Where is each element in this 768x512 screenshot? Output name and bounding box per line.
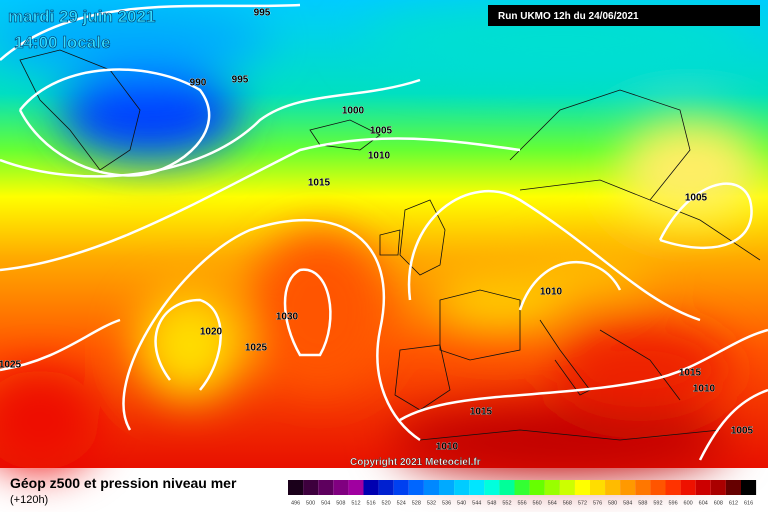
- colorbar-swatch: [514, 480, 530, 495]
- coastlines: [19, 49, 761, 441]
- colorbar-swatch: [363, 480, 379, 495]
- colorbar-label: 500: [306, 500, 315, 506]
- colorbar-label: 592: [653, 500, 662, 506]
- colorbar-swatch: [650, 480, 666, 495]
- colorbar-swatch: [303, 480, 319, 495]
- colorbar-swatch: [484, 480, 500, 495]
- colorbar-label: 520: [382, 500, 391, 506]
- colorbar-swatch: [741, 480, 757, 495]
- colorbar-label: 560: [533, 500, 542, 506]
- colorbar-swatch: [499, 480, 515, 495]
- footer-title: Géop z500 et pression niveau mer: [10, 475, 237, 491]
- isobar-label: 1025: [245, 343, 268, 354]
- colorbar-swatch: [378, 480, 394, 495]
- colorbar-label: 540: [457, 500, 466, 506]
- field: [0, 0, 768, 475]
- isobar-label: 990: [190, 78, 207, 89]
- isobar-label: 1005: [731, 426, 754, 437]
- colorbar-swatch: [544, 480, 560, 495]
- colorbar-label: 508: [336, 500, 345, 506]
- isobar-label: 995: [232, 75, 249, 86]
- colorbar-label: 616: [744, 500, 753, 506]
- colorbar-label: 568: [563, 500, 572, 506]
- colorbar-swatch: [559, 480, 575, 495]
- colorbar-swatch: [348, 480, 364, 495]
- colorbar-label: 532: [427, 500, 436, 506]
- run-box: [488, 5, 760, 26]
- colorbar-label: 588: [638, 500, 647, 506]
- colorbar-label: 580: [608, 500, 617, 506]
- colorbar-swatch: [439, 480, 455, 495]
- colorbar-swatch: [574, 480, 590, 495]
- isobar-label: 1030: [276, 312, 299, 323]
- colorbar-label: 596: [668, 500, 677, 506]
- colorbar-label: 604: [699, 500, 708, 506]
- colorbar-swatch: [454, 480, 470, 495]
- isobar-label: 1010: [436, 442, 459, 453]
- colorbar-swatch: [665, 480, 681, 495]
- copyright: Copyright 2021 Meteociel.fr: [350, 457, 481, 468]
- colorbar-swatch: [393, 480, 409, 495]
- isobar-label: 1020: [200, 327, 223, 338]
- colorbar-swatch: [590, 480, 606, 495]
- time: 14:00 locale: [14, 33, 110, 52]
- isobar-label: 1015: [308, 178, 331, 189]
- colorbar-swatch: [710, 480, 726, 495]
- colorbar-swatch: [529, 480, 545, 495]
- colorbar-label: 576: [593, 500, 602, 506]
- isobar-label: 1015: [679, 368, 702, 379]
- isobar-label: 1005: [370, 126, 393, 137]
- colorbar-label: 608: [714, 500, 723, 506]
- colorbar-label: 552: [502, 500, 511, 506]
- colorbar-label: 564: [548, 500, 557, 506]
- isobar-label: 1000: [342, 106, 365, 117]
- colorbar-swatch: [635, 480, 651, 495]
- colorbar-swatch: [288, 480, 304, 495]
- isobar-label: 1005: [685, 193, 708, 204]
- colorbar-swatch: [680, 480, 696, 495]
- isobar-label: 1025: [0, 360, 22, 371]
- isobar-label: 1010: [368, 151, 391, 162]
- run-info: Run UKMO 12h du 24/06/2021: [498, 11, 639, 22]
- isobars: [0, 3, 768, 461]
- colorbar-swatch: [725, 480, 741, 495]
- colorbar-label: 612: [729, 500, 738, 506]
- isobar-label: 1010: [693, 384, 716, 395]
- colorbar-label: 584: [623, 500, 632, 506]
- footer-lead: (+120h): [10, 494, 48, 506]
- colorbar-swatch: [333, 480, 349, 495]
- colorbar-label: 600: [684, 500, 693, 506]
- colorbar-label: 528: [412, 500, 421, 506]
- isobar-label: 1010: [540, 287, 563, 298]
- colorbar-swatch: [620, 480, 636, 495]
- colorbar-label: 524: [397, 500, 406, 506]
- colorbar-label: 548: [487, 500, 496, 506]
- colorbar-label: 496: [291, 500, 300, 506]
- colorbar-label: 556: [517, 500, 526, 506]
- colorbar-swatch: [318, 480, 334, 495]
- colorbar-swatch: [423, 480, 439, 495]
- isobar-label: 995: [254, 8, 271, 19]
- isobar-label: 1015: [470, 407, 493, 418]
- colorbar-label: 512: [351, 500, 360, 506]
- date: mardi 29 juin 2021: [8, 7, 155, 26]
- colorbar-swatch: [469, 480, 485, 495]
- colorbar-label: 536: [442, 500, 451, 506]
- colorbar-swatch: [408, 480, 424, 495]
- colorbar-label: 516: [366, 500, 375, 506]
- colorbar-label: 544: [472, 500, 481, 506]
- colorbar-swatch: [695, 480, 711, 495]
- colorbar-swatch: [605, 480, 621, 495]
- colorbar-label: 572: [578, 500, 587, 506]
- colorbar-label: 504: [321, 500, 330, 506]
